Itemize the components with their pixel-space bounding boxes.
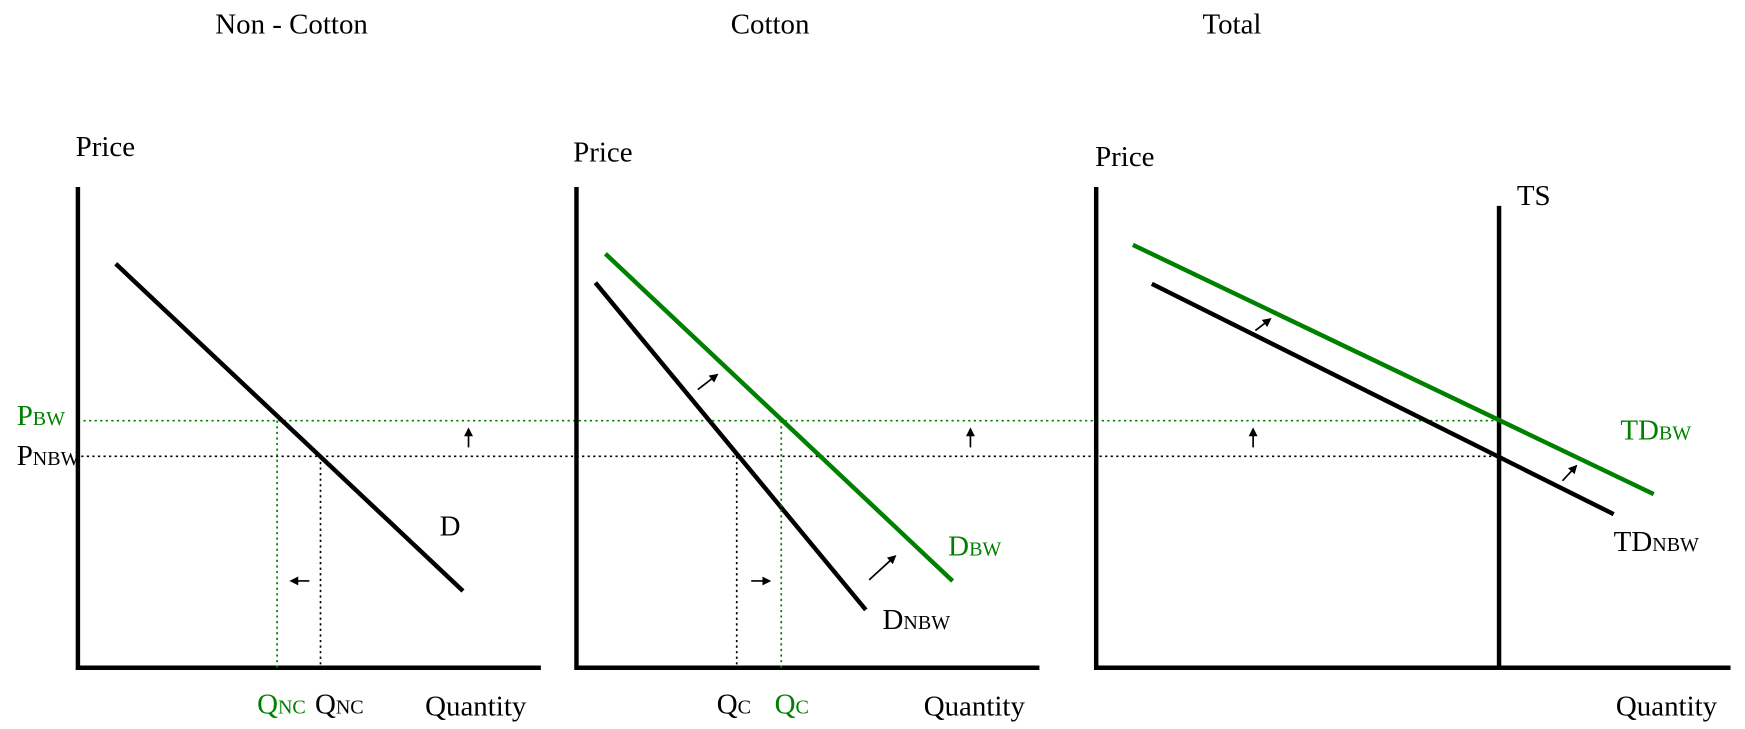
quantity-label: QC: [775, 688, 809, 720]
x-axis-label: Quantity: [1616, 691, 1718, 723]
shift-arrow: [1561, 464, 1578, 482]
curve-label: TDBW: [1620, 415, 1691, 447]
shift-arrow: [868, 554, 897, 581]
curve-label: TDNBW: [1614, 526, 1699, 558]
y-axis-label: Price: [76, 131, 135, 163]
curve-label: TS: [1517, 180, 1551, 212]
axes: [1093, 186, 1731, 670]
quantity-label: QNC: [257, 688, 306, 720]
x-axis-label: Quantity: [924, 691, 1026, 723]
price-label: PBW: [17, 400, 65, 432]
quantity-label: QC: [717, 688, 751, 720]
panel-title: Non - Cotton: [215, 8, 368, 40]
shift-arrow: [697, 373, 719, 391]
y-axis-label: Price: [1095, 141, 1154, 173]
x-axis-label: Quantity: [425, 691, 527, 723]
y-axis-label: Price: [573, 136, 632, 168]
panel-title: Total: [1202, 8, 1261, 40]
demand-curve: [114, 262, 465, 593]
axes: [75, 186, 541, 670]
demand-curve: [1150, 281, 1615, 517]
demand-curve: [1131, 242, 1655, 497]
curve-label: DBW: [948, 530, 1001, 562]
panel-title: Cotton: [731, 8, 810, 40]
axes: [574, 186, 1040, 670]
price-label: PNBW: [17, 440, 80, 472]
curve-label: DNBW: [883, 604, 951, 636]
curve-label: D: [440, 510, 461, 542]
quantity-label: QNC: [315, 688, 364, 720]
demand-curve: [593, 281, 868, 612]
demand-curve: [603, 252, 955, 583]
shift-arrow: [1254, 318, 1272, 332]
